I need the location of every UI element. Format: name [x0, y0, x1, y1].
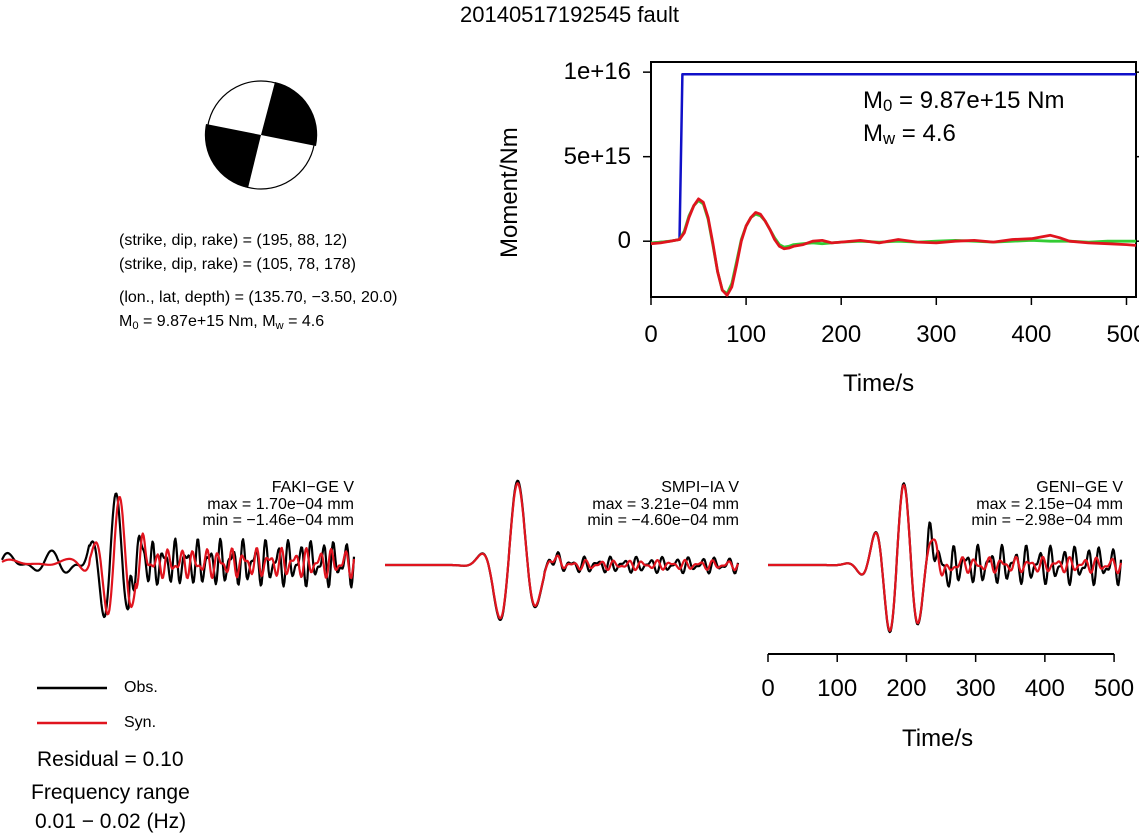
station-max-geni: max = 2.15e−04 mm	[976, 496, 1123, 513]
waveform-x-axis-label: Time/s	[902, 725, 974, 752]
nodal-plane-2: (strike, dip, rake) = (105, 78, 178)	[119, 256, 356, 273]
frequency-range-value: 0.01 − 0.02 (Hz)	[35, 810, 187, 833]
moment-x-tick-label: 100	[726, 321, 767, 348]
moment-x-tick-label: 0	[644, 321, 658, 348]
moment-rate-obs-line	[650, 199, 1136, 296]
waveform-x-tick-label: 400	[1024, 675, 1065, 702]
beachball	[204, 80, 318, 190]
moment-y-tick-label: 1e+16	[563, 58, 631, 86]
waveform-x-tick-label: 300	[955, 675, 996, 702]
station-max-faki: max = 1.70e−04 mm	[207, 496, 354, 513]
legend-syn-label: Syn.	[124, 714, 157, 731]
station-min-faki: min = −1.46e−04 mm	[202, 512, 354, 529]
waveforms	[1, 479, 1123, 662]
waveform-x-tick-label: 500	[1094, 675, 1135, 702]
location-line: (lon., lat, depth) = (135.70, −3.50, 20.…	[119, 289, 398, 306]
station-label-faki: FAKI−GE V	[271, 479, 354, 496]
moment-y-tick-label: 5e+15	[563, 142, 631, 170]
moment-x-axis-label: Time/s	[843, 370, 915, 397]
station-min-smpi: min = −4.60e−04 mm	[587, 512, 739, 529]
trace-faki-syn	[1, 496, 356, 616]
trace-smpi-syn	[384, 482, 740, 620]
figure-title: 20140517192545 fault	[460, 2, 679, 27]
nodal-plane-1: (strike, dip, rake) = (195, 88, 12)	[119, 232, 348, 249]
moment-annotation-mw: Mw = 4.6	[863, 120, 956, 148]
station-label-geni: GENI−GE V	[1036, 479, 1123, 496]
station-min-geni: min = −2.98e−04 mm	[971, 512, 1123, 529]
trace-geni-syn	[767, 483, 1123, 632]
moment-x-tick-label: 400	[1011, 321, 1052, 348]
moment-y-axis-label: Moment/Nm	[496, 127, 523, 258]
legend	[37, 686, 107, 725]
moment-rate-syn-line	[650, 197, 1137, 297]
moment-y-tick-label: 0	[617, 227, 631, 255]
moment-plot	[643, 61, 1139, 305]
magnitude-line: M0 = 9.87e+15 Nm, Mw = 4.6	[119, 313, 325, 332]
legend-obs-label: Obs.	[124, 679, 158, 696]
moment-x-tick-label: 500	[1106, 321, 1139, 348]
moment-x-tick-label: 300	[916, 321, 957, 348]
waveform-x-tick-label: 0	[761, 675, 775, 702]
station-label-smpi: SMPI−IA V	[661, 479, 739, 496]
residual-text: Residual = 0.10	[37, 748, 184, 771]
moment-x-tick-label: 200	[821, 321, 862, 348]
station-max-smpi: max = 3.21e−04 mm	[592, 496, 739, 513]
beachball-compression-quadrant-1	[204, 124, 261, 188]
waveform-x-tick-label: 200	[886, 675, 927, 702]
moment-annotation-m0: M0 = 9.87e+15 Nm	[863, 87, 1065, 115]
moment-plot-frame	[650, 61, 1137, 298]
waveform-x-tick-label: 100	[817, 675, 858, 702]
beachball-compression-quadrant-2	[261, 82, 318, 146]
trace-faki-obs	[1, 492, 356, 619]
frequency-range-label: Frequency range	[31, 781, 190, 804]
